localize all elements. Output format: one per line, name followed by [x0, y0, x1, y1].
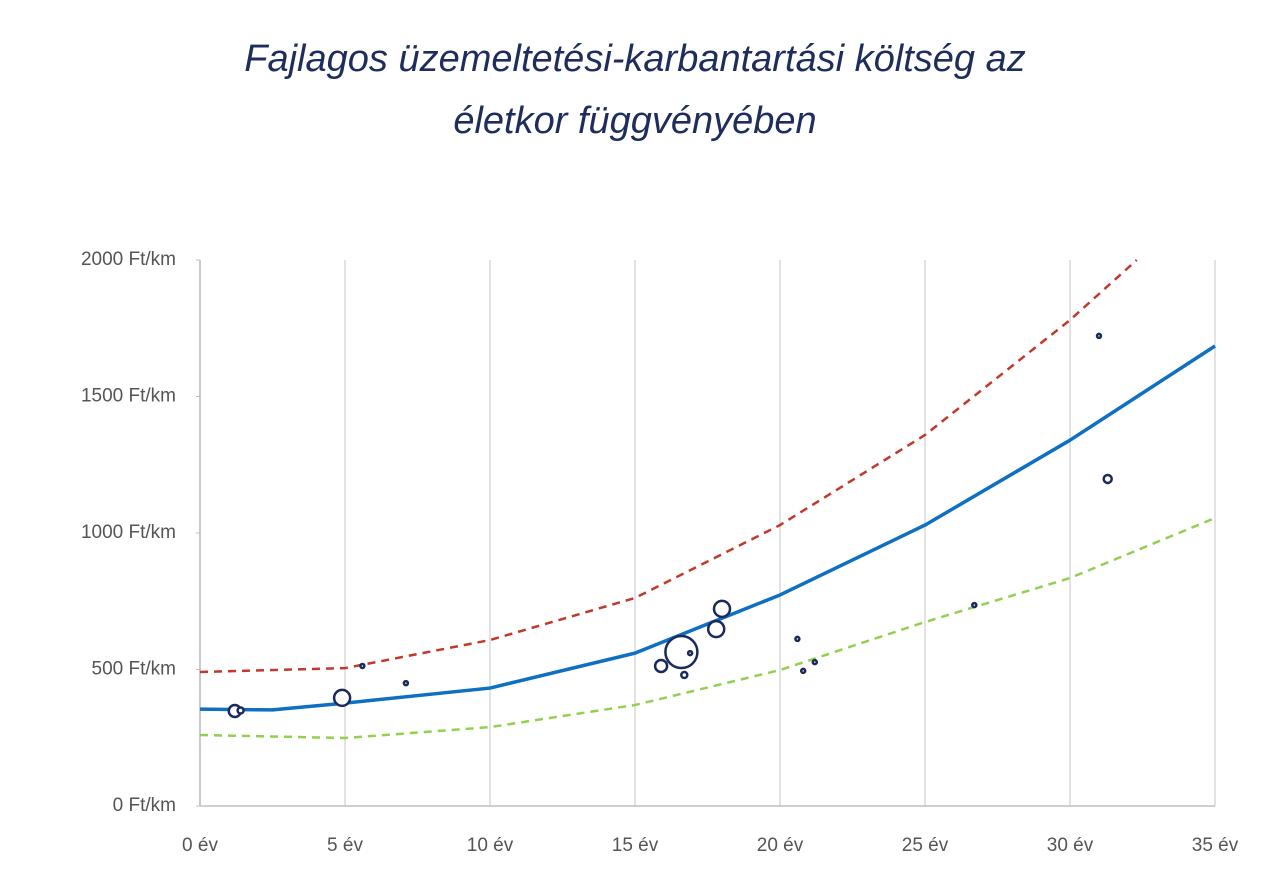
y-tick-label: 2000 Ft/km [81, 249, 176, 270]
x-tick-label: 20 év [757, 835, 804, 856]
x-tick-label: 0 év [182, 835, 218, 856]
bubble [680, 670, 689, 680]
y-tick-label: 500 Ft/km [92, 659, 176, 680]
bubble [799, 667, 807, 675]
bubble [332, 688, 352, 708]
x-tick-label: 35 év [1192, 835, 1239, 856]
bubble [794, 635, 801, 643]
x-tick-label: 30 év [1047, 835, 1094, 856]
x-tick-label: 10 év [467, 835, 514, 856]
bubble [1102, 473, 1113, 485]
bubble [712, 599, 732, 619]
bubble [359, 662, 366, 670]
bubble [686, 649, 694, 657]
bubble [402, 679, 410, 687]
bubble [664, 634, 699, 670]
x-tick-label: 15 év [612, 835, 659, 856]
x-tick-label: 5 év [327, 835, 363, 856]
chart-title: Fajlagos üzemeltetési-karbantartási költ… [244, 38, 1026, 142]
curve [199, 259, 1138, 674]
bubble [236, 706, 245, 715]
bubble [706, 619, 726, 639]
y-tick-label: 0 Ft/km [113, 795, 176, 816]
bubble [971, 601, 978, 609]
bubble [1095, 332, 1103, 340]
bubble [811, 658, 819, 666]
curve [199, 344, 1216, 712]
curve [199, 516, 1216, 740]
x-tick-label: 25 év [902, 835, 949, 856]
y-tick-label: 1000 Ft/km [81, 522, 176, 543]
bubble [653, 658, 669, 674]
y-tick-label: 1500 Ft/km [81, 386, 176, 407]
